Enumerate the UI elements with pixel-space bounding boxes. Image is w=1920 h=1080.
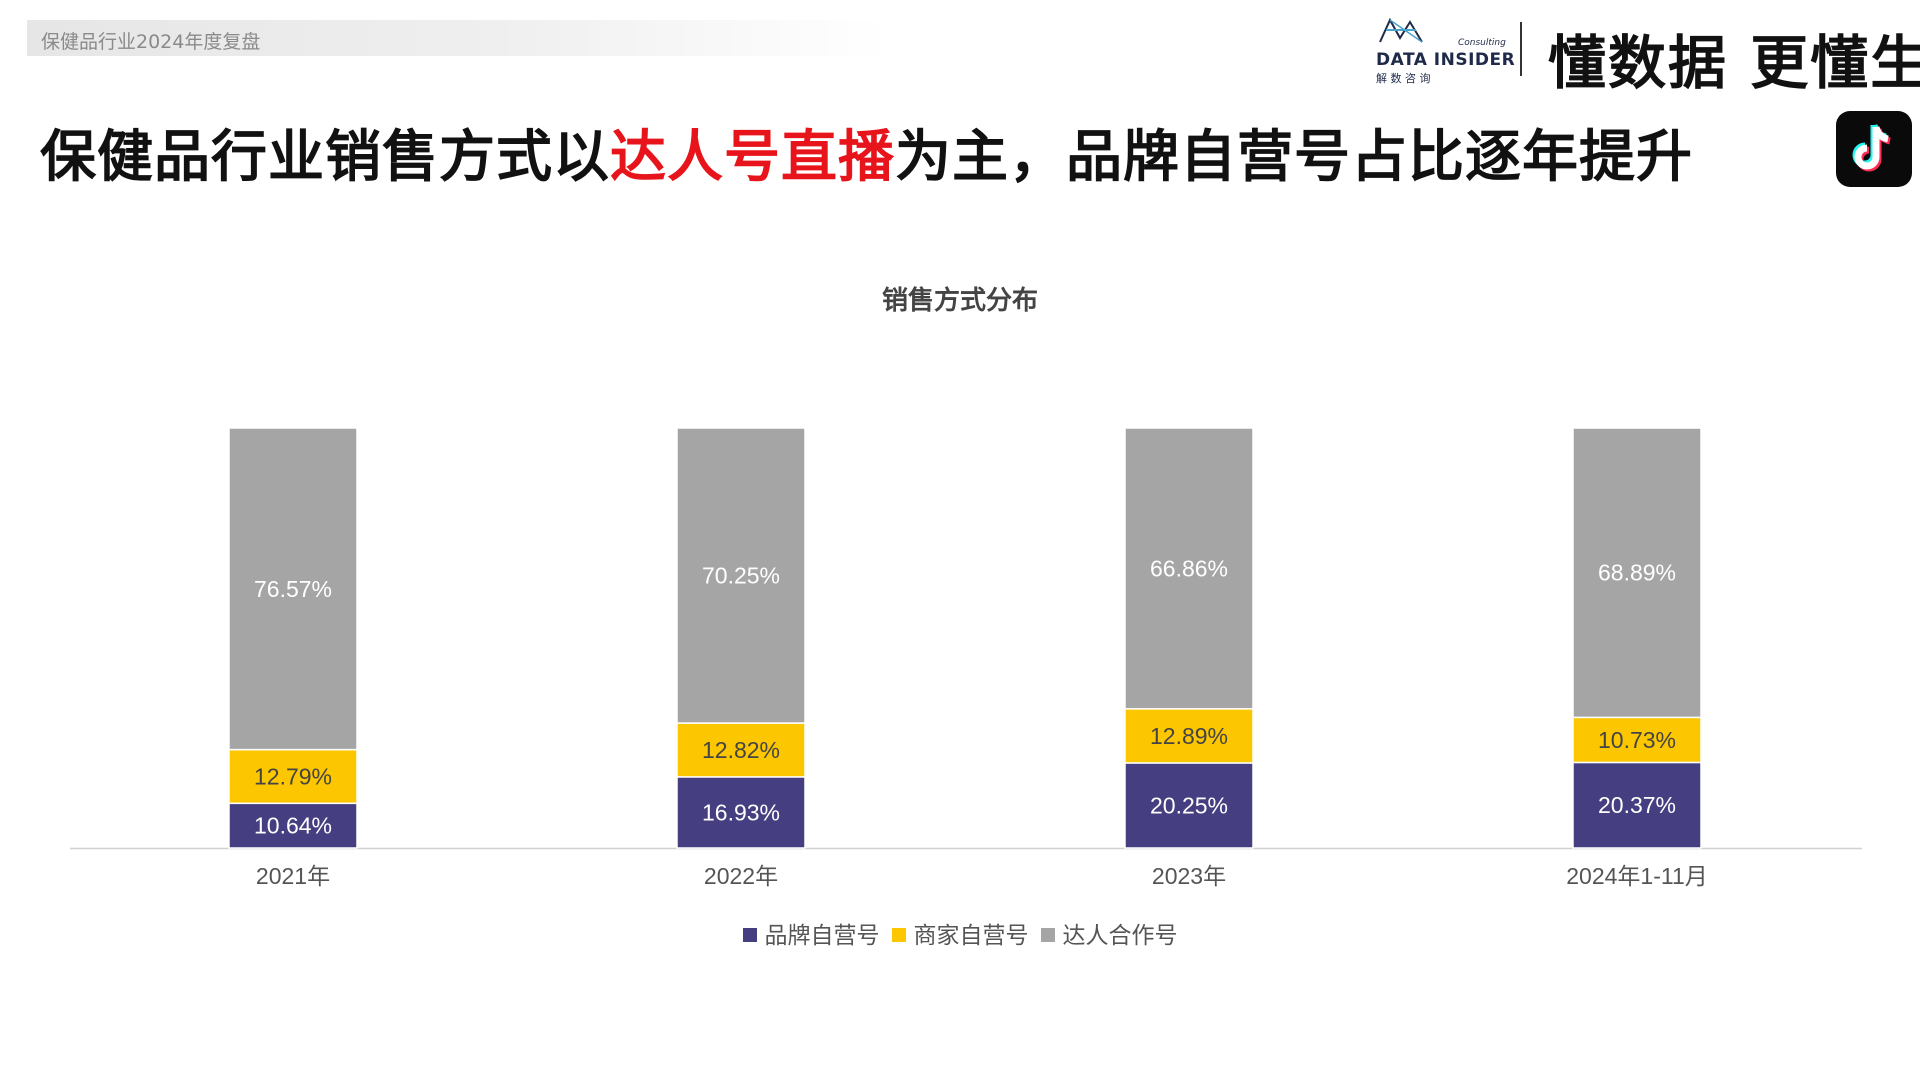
data-label: 70.25% [702,563,780,589]
x-tick-label: 2024年1-11月 [1566,863,1708,889]
bar-segment [676,776,806,849]
tiktok-icon [1836,111,1912,187]
logo-consulting-text: Consulting [1458,38,1506,48]
title-highlight: 达人号直播 [610,125,895,190]
legend-item: 品牌自营号 [742,916,880,950]
top-banner: 保健品行业2024年度复盘 [27,20,887,56]
legend-label: 商家自营号 [913,923,1029,949]
header-divider [1520,22,1522,76]
bar-segment [1124,427,1254,710]
logo-wordmark: DATA INSIDER [1376,50,1516,70]
data-label: 66.86% [1150,555,1228,581]
legend-swatch [742,928,757,942]
x-tick-label: 2022年 [704,863,778,889]
data-label: 20.25% [1150,792,1228,818]
chart-title: 销售方式分布 [881,286,1038,316]
data-label: 10.64% [254,813,332,839]
data-label: 12.79% [254,763,332,789]
bar-segment [228,802,358,849]
bar-segment [1572,427,1702,719]
data-label: 12.89% [1150,723,1228,749]
logo-chinese: 解 数 咨 询 [1376,72,1431,85]
bar-segment [1572,716,1702,764]
page-title: 保健品行业销售方式以达人号直播为主，品牌自营号占比逐年提升 [40,112,1693,193]
slogan: 懂数据 更懂生意 [1548,29,1920,97]
legend-label: 品牌自营号 [764,923,880,949]
breadcrumb: 保健品行业2024年度复盘 [41,31,261,53]
legend-item: 商家自营号 [891,916,1029,950]
bar-segment [1124,762,1254,849]
bar-segment [676,722,806,778]
chart-legend: 品牌自营号 商家自营号 达人合作号 [0,916,1920,950]
data-label: 68.89% [1598,560,1676,586]
bar-segment [228,748,358,805]
data-label: 10.73% [1598,727,1676,753]
title-part-2: 为主，品牌自营号占比逐年提升 [895,125,1693,190]
title-part-1: 保健品行业销售方式以 [40,125,610,190]
bar-segment [1572,761,1702,849]
data-insider-logo: Consulting DATA INSIDER 解 数 咨 询 [1372,16,1515,85]
legend-swatch [891,928,906,942]
bar-segment [676,427,806,724]
x-tick-label: 2021年 [256,863,330,889]
logo-mark-icon [1379,17,1423,43]
bar-segment [228,427,358,751]
data-label: 12.82% [702,737,780,763]
legend-swatch [1040,928,1055,942]
data-label: 16.93% [702,799,780,825]
legend-label: 达人合作号 [1062,923,1178,949]
data-label: 76.57% [254,576,332,602]
x-tick-label: 2023年 [1152,863,1226,889]
data-label: 20.37% [1598,792,1676,818]
legend-item: 达人合作号 [1040,916,1178,950]
bar-segment [1124,708,1254,764]
